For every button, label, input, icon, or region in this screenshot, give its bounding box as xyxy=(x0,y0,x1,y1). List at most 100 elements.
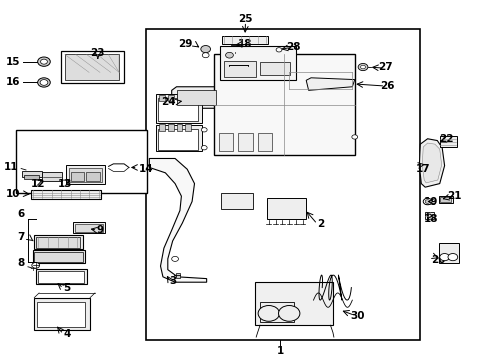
Text: 23: 23 xyxy=(90,48,105,58)
Text: 28: 28 xyxy=(285,42,300,51)
Text: 24: 24 xyxy=(161,97,175,107)
Text: 14: 14 xyxy=(139,164,153,174)
Bar xyxy=(73,222,104,233)
Bar xyxy=(158,129,198,149)
Bar xyxy=(34,298,90,330)
Bar xyxy=(145,30,420,339)
Circle shape xyxy=(278,306,299,321)
Text: 12: 12 xyxy=(30,179,45,189)
Bar xyxy=(65,54,119,80)
Text: 18: 18 xyxy=(423,215,437,224)
Bar xyxy=(221,193,252,210)
Text: 27: 27 xyxy=(378,62,392,72)
Text: 10: 10 xyxy=(6,189,20,199)
Bar xyxy=(222,36,268,44)
Bar xyxy=(438,196,452,203)
Bar xyxy=(213,54,354,155)
Bar xyxy=(34,252,82,262)
Text: 21: 21 xyxy=(447,191,461,201)
Polygon shape xyxy=(305,78,354,90)
Bar xyxy=(274,46,283,53)
Bar xyxy=(34,234,82,249)
Bar xyxy=(71,172,84,181)
Circle shape xyxy=(40,80,48,85)
Circle shape xyxy=(32,262,40,268)
Bar xyxy=(438,243,458,263)
Bar xyxy=(61,51,124,83)
Bar xyxy=(260,302,293,321)
Bar xyxy=(155,94,202,123)
Bar xyxy=(439,197,450,202)
Circle shape xyxy=(225,52,233,58)
Text: 15: 15 xyxy=(6,57,20,67)
Text: 5: 5 xyxy=(63,283,70,293)
Circle shape xyxy=(38,57,50,66)
Circle shape xyxy=(201,128,207,132)
Bar xyxy=(159,95,164,101)
Bar xyxy=(424,212,433,219)
Bar xyxy=(257,134,272,151)
Circle shape xyxy=(201,45,210,53)
Bar xyxy=(38,271,84,283)
Text: 20: 20 xyxy=(430,255,445,265)
Circle shape xyxy=(424,200,429,203)
Polygon shape xyxy=(422,143,441,183)
Circle shape xyxy=(357,63,367,71)
Text: 22: 22 xyxy=(438,134,452,144)
Circle shape xyxy=(447,253,457,261)
Bar xyxy=(69,168,102,182)
Bar xyxy=(176,124,182,131)
Text: 13: 13 xyxy=(58,179,72,189)
Polygon shape xyxy=(419,139,444,187)
Bar xyxy=(158,98,198,121)
Bar xyxy=(167,124,173,131)
Bar xyxy=(22,171,41,177)
Bar xyxy=(36,269,86,284)
Text: +: + xyxy=(29,265,36,274)
Circle shape xyxy=(201,145,207,150)
Bar xyxy=(66,165,104,184)
Text: 4: 4 xyxy=(63,329,70,339)
Circle shape xyxy=(360,65,365,69)
Text: 7: 7 xyxy=(18,232,25,242)
Circle shape xyxy=(351,135,357,139)
Bar xyxy=(238,134,252,151)
Circle shape xyxy=(202,53,209,58)
Circle shape xyxy=(423,198,431,205)
Text: 2: 2 xyxy=(317,219,324,229)
Bar xyxy=(16,130,147,193)
Bar xyxy=(159,124,164,131)
Bar xyxy=(37,302,85,327)
Circle shape xyxy=(439,253,448,261)
Bar xyxy=(185,124,191,131)
Text: 9: 9 xyxy=(96,225,103,235)
Bar xyxy=(176,90,216,105)
Bar xyxy=(260,62,289,75)
Bar xyxy=(33,249,85,263)
Polygon shape xyxy=(171,87,221,108)
Bar xyxy=(230,45,239,53)
Circle shape xyxy=(276,48,282,52)
Text: 17: 17 xyxy=(415,164,429,174)
Polygon shape xyxy=(149,158,206,282)
Text: 8: 8 xyxy=(18,258,25,268)
Bar xyxy=(439,136,456,147)
Bar xyxy=(155,126,202,151)
Bar xyxy=(176,95,182,101)
Bar xyxy=(167,95,173,101)
Text: 26: 26 xyxy=(379,81,394,91)
Bar xyxy=(255,282,332,325)
Bar xyxy=(31,190,101,199)
Text: 29: 29 xyxy=(177,40,192,49)
Text: 1: 1 xyxy=(276,346,284,356)
Text: 16: 16 xyxy=(6,77,20,87)
Circle shape xyxy=(258,306,279,321)
Text: 19: 19 xyxy=(423,197,437,207)
Text: 6: 6 xyxy=(18,209,25,219)
Bar xyxy=(24,175,39,179)
Bar xyxy=(86,172,100,181)
Bar xyxy=(41,172,62,181)
Text: 25: 25 xyxy=(238,14,252,24)
Bar xyxy=(74,224,102,232)
Bar xyxy=(218,134,233,151)
